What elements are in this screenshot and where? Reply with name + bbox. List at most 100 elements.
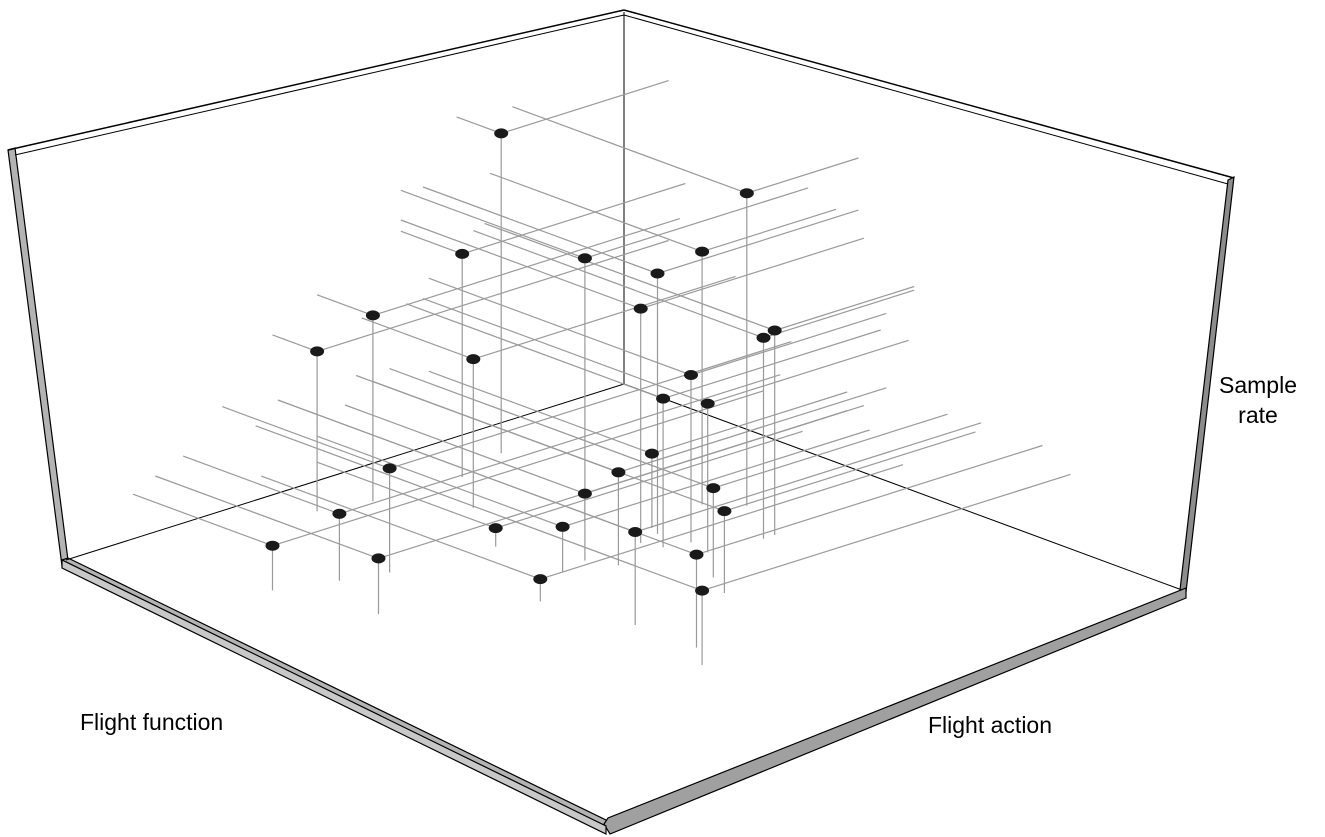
- top-back-right-edge: [623, 9, 1235, 179]
- data-point-19: [382, 463, 397, 474]
- x-axis-label: Flight function: [80, 709, 224, 735]
- projection-line-y-19: [221, 406, 390, 469]
- projection-line-x-4: [640, 237, 865, 310]
- data-point-29: [488, 523, 503, 534]
- projection-line-x-17: [618, 387, 887, 473]
- projection-line-y-0: [456, 116, 502, 134]
- data-point-24: [555, 521, 570, 532]
- projection-line-y-2: [489, 172, 703, 253]
- projection-line-y-18: [428, 370, 653, 455]
- projection-line-y-9: [428, 277, 692, 376]
- projection-line-x-26: [378, 410, 848, 559]
- data-point-10: [656, 393, 671, 404]
- projection-line-x-9: [690, 312, 887, 376]
- top-back-left-edge-inner: [14, 14, 625, 156]
- y-axis-label: Flight action: [928, 712, 1053, 738]
- floor-left-front-slab: [61, 559, 607, 835]
- projection-line-x-2: [701, 208, 837, 253]
- data-point-27: [265, 540, 280, 551]
- projection-line-x-23: [701, 473, 1071, 592]
- projection-line-y-7: [484, 222, 775, 332]
- projection-line-x-13: [316, 239, 669, 352]
- floor-front-right-edge: [603, 587, 1187, 835]
- projection-line-x-19: [389, 341, 792, 469]
- floor-back-right-edge: [623, 383, 1183, 591]
- projection-line-x-10: [662, 329, 881, 400]
- projection-line-x-15: [635, 422, 982, 533]
- projection-line-x-6: [462, 182, 686, 255]
- projection-line-y-3: [400, 189, 586, 259]
- projection-line-y-13: [272, 334, 318, 352]
- data-point-2: [695, 246, 710, 257]
- data-point-1: [739, 188, 754, 199]
- projection-line-x-27: [272, 390, 764, 547]
- projection-line-x-14: [372, 218, 680, 316]
- projection-line-x-1: [746, 157, 859, 194]
- projection-line-x-28: [540, 464, 904, 580]
- data-point-16: [706, 483, 721, 494]
- projection-line-y-22: [277, 399, 697, 556]
- projection-line-y-23: [255, 425, 703, 592]
- projection-line-y-14: [316, 294, 374, 316]
- left-wall-edge: [7, 147, 69, 568]
- data-point-14: [365, 310, 380, 321]
- z-axis-label: Sample rate: [1219, 372, 1297, 428]
- projection-line-x-16: [713, 413, 948, 489]
- data-point-13: [310, 346, 325, 357]
- projection-line-y-1: [512, 106, 748, 194]
- projection-line-y-12: [361, 317, 474, 360]
- projection-line-y-10: [406, 303, 664, 400]
- data-point-25: [332, 508, 347, 519]
- projection-line-y-5: [422, 186, 658, 275]
- projection-line-x-18: [651, 391, 848, 455]
- projection-line-y-29: [316, 461, 496, 529]
- projection-line-x-12: [473, 275, 736, 360]
- projection-line-y-20: [372, 380, 725, 512]
- data-point-26: [371, 553, 386, 564]
- data-point-3: [577, 253, 592, 264]
- projection-line-y-27: [132, 493, 273, 547]
- data-point-21: [577, 488, 592, 499]
- data-point-6: [455, 248, 470, 259]
- projection-line-x-22: [696, 444, 1043, 556]
- projection-line-x-24: [562, 429, 870, 528]
- projection-line-y-4: [400, 219, 641, 310]
- projection-line-x-3: [584, 187, 809, 259]
- data-point-12: [466, 354, 481, 365]
- projection-line-y-28: [261, 475, 541, 580]
- projection-line-y-21: [344, 404, 586, 495]
- data-point-15: [628, 527, 643, 537]
- chart-frame: [7, 9, 1235, 835]
- projection-line-x-8: [763, 289, 915, 339]
- data-point-4: [633, 303, 648, 314]
- projection-line-x-29: [495, 430, 803, 529]
- data-point-22: [689, 549, 704, 560]
- data-point-28: [533, 574, 548, 585]
- projection-line-x-0: [501, 80, 669, 134]
- data-point-23: [695, 585, 710, 596]
- top-back-right-edge-inner: [623, 14, 1229, 185]
- projection-line-x-25: [339, 374, 781, 515]
- data-point-18: [644, 448, 659, 459]
- data-points: [265, 128, 782, 596]
- projection-line-x-5: [657, 209, 859, 275]
- projection-line-y-25: [182, 455, 340, 515]
- data-point-5: [650, 268, 665, 279]
- floor-front-left-edge: [60, 557, 612, 827]
- data-point-0: [494, 128, 509, 139]
- projection-line-x-20: [724, 431, 976, 512]
- data-point-9: [684, 370, 698, 380]
- top-back-left-edge: [7, 9, 625, 151]
- data-point-8: [756, 332, 771, 343]
- projection-line-y-8: [473, 230, 764, 339]
- projection-line-y-16: [389, 368, 714, 489]
- guide-lines: [132, 80, 1071, 665]
- projection-line-x-11: [707, 339, 909, 405]
- data-point-17: [611, 467, 626, 478]
- data-point-7: [767, 325, 782, 336]
- projection-line-y-11: [422, 298, 708, 405]
- projection-line-y-26: [155, 475, 379, 559]
- data-point-20: [717, 506, 732, 517]
- data-point-11: [700, 398, 715, 409]
